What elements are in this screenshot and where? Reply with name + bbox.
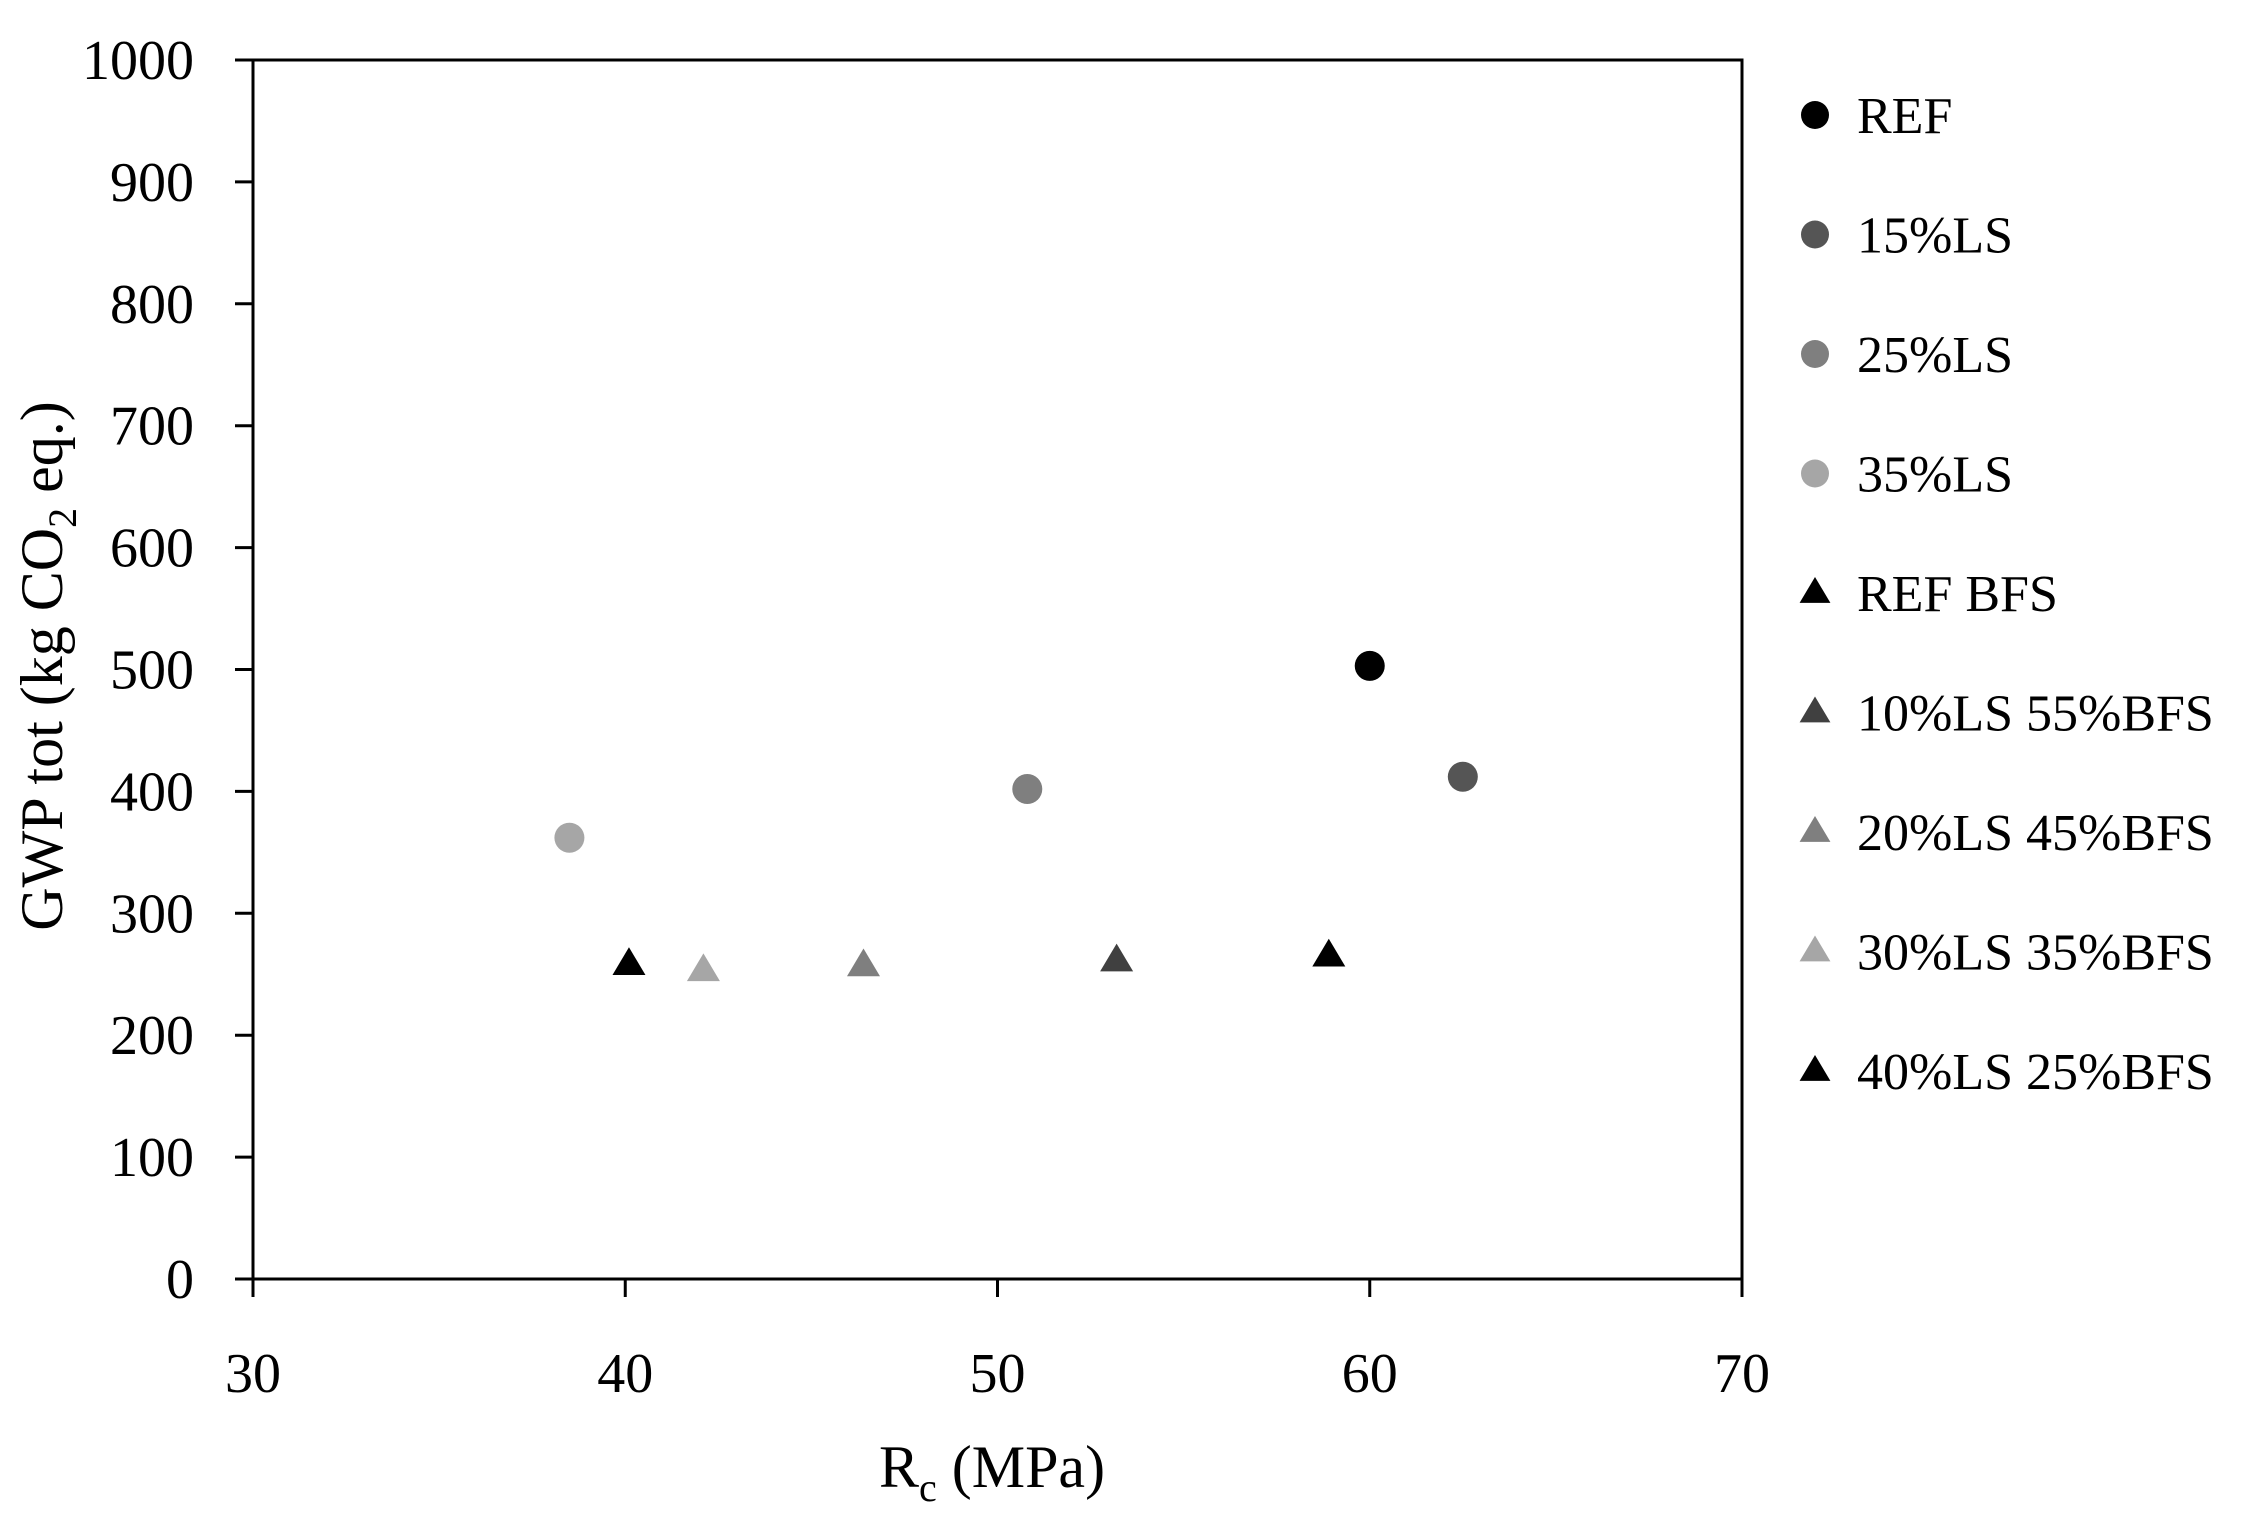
plot-area — [251, 58, 1744, 1281]
legend-item: REF — [1801, 88, 1952, 145]
y-tick-label: 200 — [110, 1005, 194, 1067]
y-tick-label: 500 — [110, 640, 194, 702]
x-axis-ticks: 30 40 50 60 70 — [225, 1279, 1770, 1405]
legend-label: REF BFS — [1857, 566, 2058, 623]
legend-label: REF — [1857, 88, 1952, 145]
data-point — [846, 948, 880, 977]
y-axis-title: GWP tot (kg CO2 eq.) — [9, 401, 85, 930]
legend-marker — [1799, 576, 1831, 603]
legend-label: 35%LS — [1857, 447, 2013, 504]
data-point — [612, 947, 646, 976]
plot-frame — [251, 58, 1744, 1281]
legend-label: 15%LS — [1857, 208, 2013, 265]
x-tick-label: 30 — [225, 1343, 281, 1405]
legend-item: REF BFS — [1799, 566, 2058, 623]
legend-marker — [1801, 220, 1829, 249]
legend-marker — [1799, 815, 1831, 842]
data-point — [1312, 938, 1346, 967]
data-point — [1354, 650, 1385, 681]
data-point — [1447, 761, 1478, 792]
y-tick-label: 800 — [110, 274, 194, 336]
x-tick-label: 60 — [1342, 1343, 1398, 1405]
legend-label: 20%LS 45%BFS — [1857, 805, 2214, 862]
data-point — [554, 822, 585, 853]
legend-item: 25%LS — [1801, 327, 2013, 384]
legend-label: 30%LS 35%BFS — [1857, 925, 2214, 982]
x-axis-title: Rc (MPa) — [879, 1434, 1105, 1510]
y-tick-label: 300 — [110, 883, 194, 945]
data-point — [1100, 943, 1134, 972]
legend-item: 30%LS 35%BFS — [1799, 925, 2214, 982]
y-tick-label: 400 — [110, 761, 194, 823]
legend-marker — [1801, 340, 1829, 368]
legend-marker — [1801, 459, 1829, 488]
legend-marker — [1799, 696, 1831, 723]
data-point — [686, 953, 720, 982]
legend-item: 40%LS 25%BFS — [1799, 1044, 2214, 1101]
x-tick-label: 50 — [970, 1343, 1026, 1405]
legend-item: 35%LS — [1801, 447, 2013, 504]
x-tick-label: 70 — [1714, 1343, 1770, 1405]
legend-marker — [1799, 1054, 1831, 1081]
data-points — [554, 650, 1478, 982]
legend: REF 15%LS 25%LS 35%LS REF BFS 10%LS 55%BFS 20%… — [1799, 88, 2214, 1101]
y-axis-ticks: 0 100 200 300 400 500 600 700 800 900 1000 — [82, 30, 253, 1311]
legend-label: 10%LS 55%BFS — [1857, 686, 2214, 743]
y-tick-label: 1000 — [82, 30, 194, 92]
y-tick-label: 900 — [110, 152, 194, 214]
x-tick-label: 40 — [597, 1343, 653, 1405]
legend-item: 20%LS 45%BFS — [1799, 805, 2214, 862]
legend-marker — [1799, 935, 1831, 962]
y-tick-label: 100 — [110, 1127, 194, 1189]
y-tick-label: 600 — [110, 518, 194, 580]
y-tick-label: 700 — [110, 396, 194, 458]
legend-item: 10%LS 55%BFS — [1799, 686, 2214, 743]
legend-label: 25%LS — [1857, 327, 2013, 384]
legend-marker — [1801, 101, 1829, 129]
data-point — [1012, 773, 1043, 804]
legend-label: 40%LS 25%BFS — [1857, 1044, 2214, 1101]
legend-item: 15%LS — [1801, 208, 2013, 265]
y-tick-label: 0 — [166, 1249, 194, 1311]
